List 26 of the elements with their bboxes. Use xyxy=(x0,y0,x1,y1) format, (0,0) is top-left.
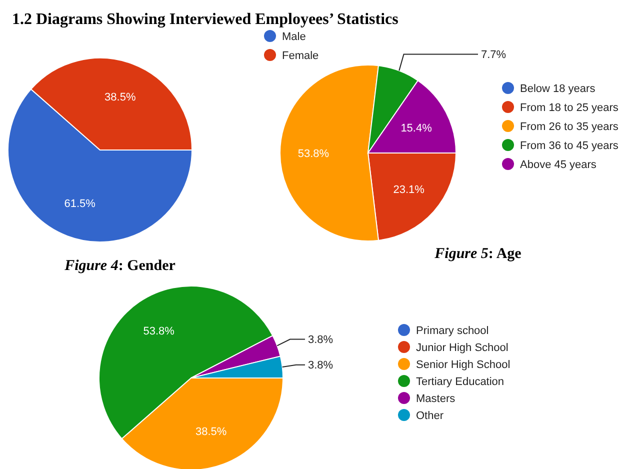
legend-label: Tertiary Education xyxy=(416,376,504,388)
legend-label: Primary school xyxy=(416,324,489,337)
data-label: 38.5% xyxy=(195,426,227,438)
text: 1.2 Diagrams Showing Interviewed Employees’ Statistics xyxy=(12,11,398,28)
legend-label: Masters xyxy=(416,392,456,405)
legend-label: From 36 to 45 years xyxy=(520,140,619,152)
legend-label: Female xyxy=(282,50,319,62)
legend-label: Junior High School xyxy=(416,342,508,354)
data-label: 38.5% xyxy=(104,91,136,104)
legend-label: Other xyxy=(416,410,444,422)
text: Figure 4: Gender xyxy=(64,258,176,274)
data-label: 53.8% xyxy=(143,326,175,338)
data-label: 53.8% xyxy=(298,148,330,160)
data-label: 3.8% xyxy=(308,360,334,372)
text: Figure 5: Age xyxy=(434,246,522,262)
legend-label: Below 18 years xyxy=(520,82,596,95)
legend-label: Senior High School xyxy=(416,358,510,371)
data-label: 61.5% xyxy=(64,198,96,210)
data-label: 23.1% xyxy=(393,184,425,196)
data-label: 3.8% xyxy=(308,334,334,346)
legend-label: From 26 to 35 years xyxy=(520,120,619,133)
data-label: 15.4% xyxy=(400,122,432,134)
legend-label: Male xyxy=(282,30,306,43)
data-label: 7.7% xyxy=(481,49,506,62)
legend-label: From 18 to 25 years xyxy=(520,102,619,114)
legend-label: Above 45 years xyxy=(520,158,597,171)
